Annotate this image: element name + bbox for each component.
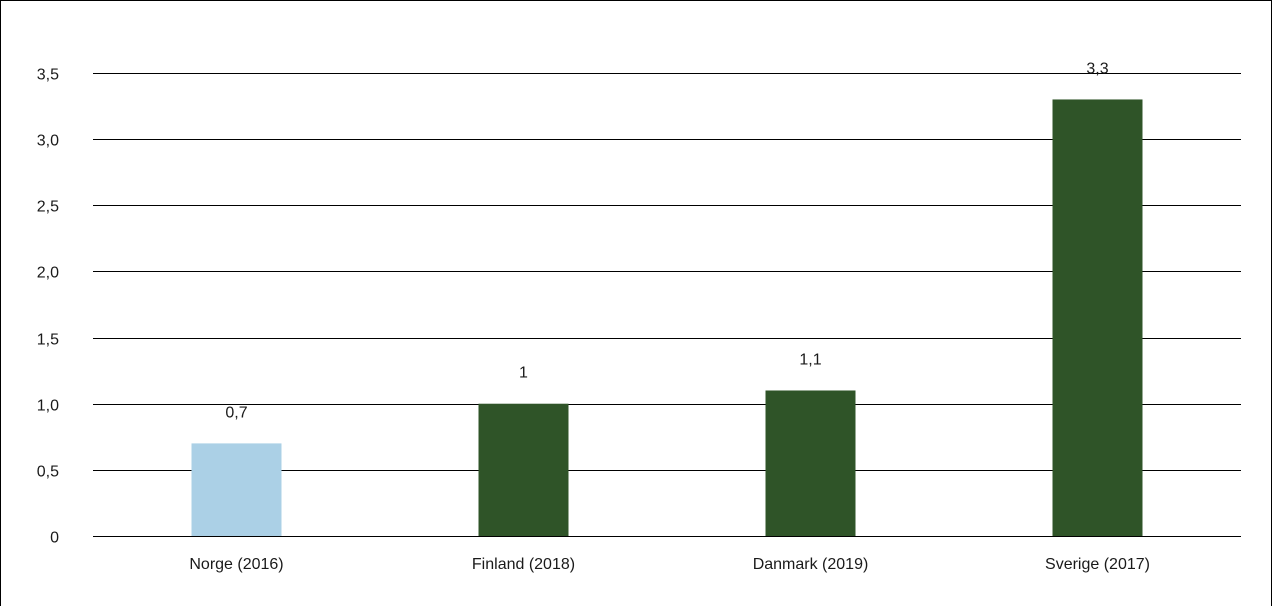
bar — [479, 404, 569, 536]
y-tick-label: 1,5 — [37, 332, 59, 349]
bar — [766, 390, 856, 536]
x-tick-label: Norge (2016) — [189, 556, 283, 573]
data-label: 1,1 — [799, 351, 821, 368]
data-label: 0,7 — [225, 404, 247, 421]
y-tick-label: 1,0 — [37, 398, 59, 415]
data-label: 3,3 — [1086, 60, 1108, 77]
x-tick-label: Finland (2018) — [472, 556, 575, 573]
y-tick-label: 2,0 — [37, 265, 59, 282]
x-axis-ticks: Norge (2016) Finland (2018) Danmark (2019)… — [189, 556, 1150, 573]
bar — [192, 443, 282, 536]
bar — [1053, 99, 1143, 536]
y-axis-ticks: 0 0,5 1,0 1,5 2,0 2,5 3,0 3,5 — [37, 67, 59, 547]
y-tick-label: 3,5 — [37, 67, 59, 84]
x-tick-label: Danmark (2019) — [753, 556, 869, 573]
data-labels: 0,7 1 1,1 3,3 — [225, 60, 1108, 421]
y-tick-label: 0,5 — [37, 464, 59, 481]
y-tick-label: 0 — [50, 530, 59, 547]
y-tick-label: 2,5 — [37, 199, 59, 216]
data-label: 1 — [519, 365, 528, 382]
x-tick-label: Sverige (2017) — [1045, 556, 1150, 573]
y-tick-label: 3,0 — [37, 133, 59, 150]
